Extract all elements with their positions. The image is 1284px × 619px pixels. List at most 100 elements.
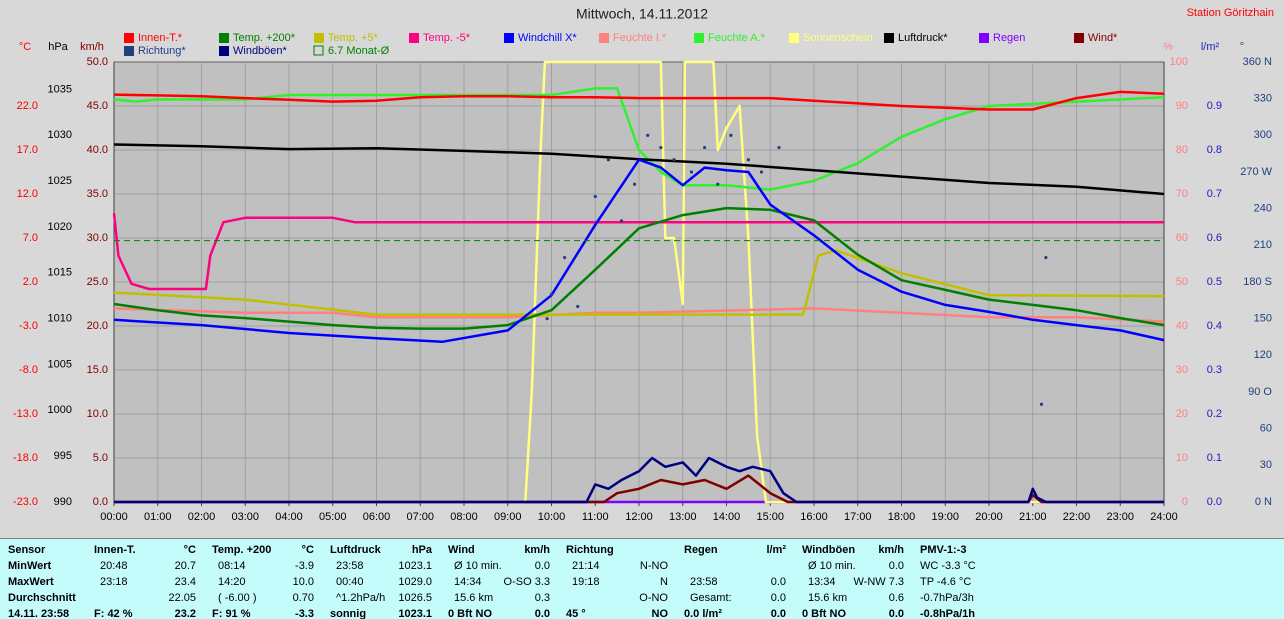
table-cell: Sensor (8, 544, 46, 556)
direction-dot (593, 194, 597, 199)
axis-unit: ° (1240, 41, 1244, 53)
table-cell: 0.0 (534, 608, 550, 619)
table-cell: km/h (524, 544, 550, 556)
chart-title: Mittwoch, 14.11.2012 (576, 6, 708, 22)
y-tick-label: 10 (1176, 452, 1188, 464)
legend-label: Temp. +5* (328, 32, 379, 44)
table-cell: F: 42 % (94, 608, 133, 619)
y-tick-label: 5.0 (93, 452, 108, 464)
table-cell: Gesamt: (690, 592, 732, 604)
legend-label: Feuchte I.* (613, 32, 667, 44)
direction-dot (545, 317, 549, 321)
x-tick-label: 07:00 (406, 511, 434, 523)
series-line (114, 60, 1164, 504)
legend-swatch (1074, 33, 1084, 43)
legend-label: Temp. +200* (233, 32, 296, 44)
table-cell: 15.6 km (454, 592, 494, 604)
y-tick-label: 20.0 (87, 320, 108, 332)
table-cell: 1029.0 (398, 576, 432, 588)
x-tick-label: 00:00 (100, 511, 128, 523)
table-cell: PMV-1:-3 (920, 544, 967, 556)
y-tick-label: 15.0 (87, 364, 108, 376)
x-tick-label: 15:00 (756, 511, 784, 523)
legend-label: Windchill X* (518, 32, 577, 44)
table-cell: F: 91 % (212, 608, 251, 619)
legend-swatch (504, 33, 514, 43)
y-tick-label: 150 (1254, 313, 1272, 325)
legend-swatch (219, 46, 229, 56)
series-line (113, 90, 1165, 111)
y-tick-label: 360 N (1243, 56, 1272, 68)
table-cell: ( -6.00 ) (218, 592, 257, 604)
table-cell: 23:58 (690, 576, 718, 588)
direction-dot (729, 133, 733, 137)
x-tick-label: 14:00 (713, 511, 741, 523)
table-cell: 23:18 (100, 576, 128, 588)
x-tick-label: 19:00 (931, 511, 959, 523)
y-tick-label: 330 (1254, 93, 1272, 105)
table-cell: 0.0 (770, 608, 786, 619)
table-cell: W-NW 7.3 (853, 576, 904, 588)
table-cell: MaxWert (8, 576, 54, 588)
table-cell: °C (301, 544, 314, 556)
legend-label: 6.7 Monat-Ø (328, 45, 390, 57)
y-tick-label: 1005 (48, 358, 72, 370)
direction-dot (672, 158, 676, 162)
y-tick-label: 2.0 (23, 276, 38, 288)
legend-label: Temp. -5* (423, 32, 471, 44)
table-cell: 0.0 (534, 560, 550, 572)
x-tick-label: 21:00 (1019, 511, 1047, 523)
y-tick-label: 240 (1254, 203, 1272, 215)
series-line (113, 249, 1165, 316)
direction-dot (659, 145, 663, 150)
direction-dot (606, 158, 610, 162)
y-tick-label: 300 (1254, 129, 1272, 141)
legend-swatch (124, 33, 134, 43)
table-cell: WC -3.3 °C (920, 560, 976, 572)
y-tick-label: 990 (54, 496, 72, 508)
y-tick-label: 0.7 (1207, 188, 1222, 200)
y-tick-label: 1015 (48, 267, 72, 279)
table-cell: 21:14 (572, 560, 600, 572)
table-cell: 1026.5 (398, 592, 432, 604)
table-cell: Temp. +200 (212, 544, 272, 556)
table-cell: 0.3 (534, 592, 550, 604)
table-cell: Innen-T. (94, 544, 136, 556)
table-cell: ^1.2hPa/h (336, 592, 386, 604)
table-cell: Luftdruck (330, 544, 381, 556)
y-tick-label: 100 (1170, 56, 1188, 68)
table-cell: 0.0 (770, 576, 786, 588)
table-cell: 13:34 (808, 576, 836, 588)
y-tick-label: 0.0 (1207, 496, 1222, 508)
y-tick-label: -8.0 (19, 364, 38, 376)
table-cell: Ø 10 min. (808, 560, 856, 572)
table-cell: 45 ° (566, 608, 586, 619)
table-cell: 14.11. 23:58 (8, 608, 70, 619)
table-cell: Regen (684, 544, 718, 556)
x-tick-label: 16:00 (800, 511, 828, 523)
table-cell: -3.9 (295, 560, 314, 572)
x-tick-label: 18:00 (888, 511, 916, 523)
axis-unit: hPa (48, 41, 68, 53)
y-tick-label: 1030 (48, 129, 72, 141)
x-tick-label: 13:00 (669, 511, 697, 523)
y-tick-label: 35.0 (87, 188, 108, 200)
y-tick-label: 1035 (48, 83, 72, 95)
x-tick-label: 01:00 (144, 511, 172, 523)
table-cell: N-NO (639, 560, 668, 572)
y-tick-label: -23.0 (13, 496, 38, 508)
table-cell: -0.8hPa/1h (920, 608, 976, 619)
legend-swatch (789, 33, 799, 43)
axis-unit: km/h (80, 41, 104, 53)
table-cell: MinWert (8, 560, 52, 572)
direction-dot (746, 158, 750, 162)
table-cell: l/m² (766, 544, 786, 556)
y-tick-label: 1000 (48, 404, 72, 416)
table-cell: O-SO 3.3 (503, 576, 550, 588)
table-cell: 23:58 (336, 560, 364, 572)
y-tick-label: 995 (54, 450, 72, 462)
y-tick-label: 60 (1176, 232, 1188, 244)
y-tick-label: 0.8 (1207, 144, 1222, 156)
y-tick-label: 80 (1176, 144, 1188, 156)
table-cell: 19:18 (572, 576, 600, 588)
